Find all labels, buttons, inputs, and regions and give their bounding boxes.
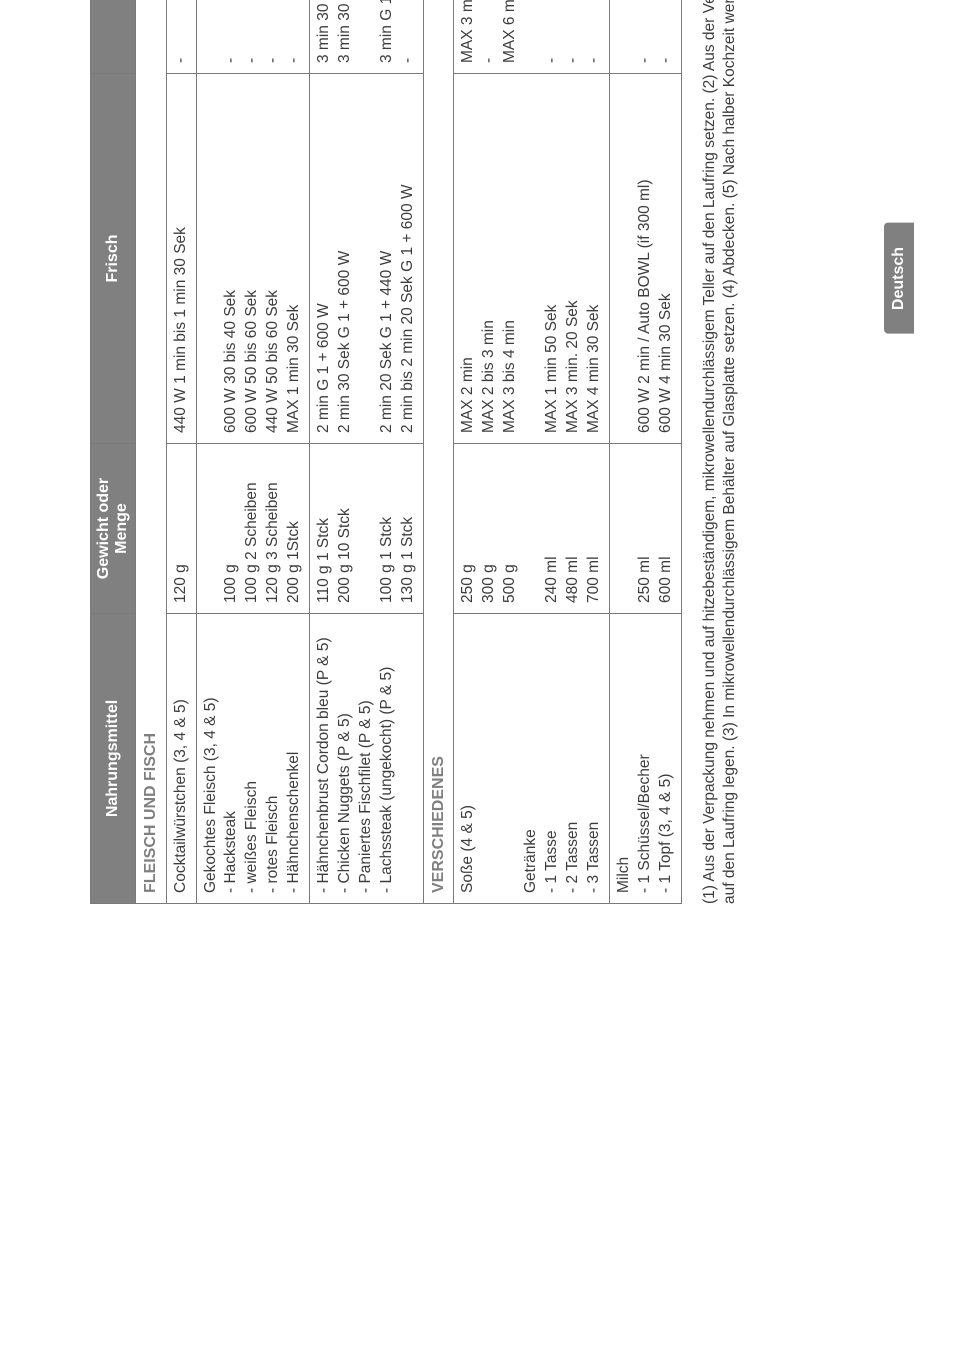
table-cell: MAX 3 min 30 Sek - MAX 6 min - - - <box>454 0 609 74</box>
col-food: Nahrungsmittel <box>91 614 136 904</box>
col-fresh: Frisch <box>91 74 136 444</box>
table-cell: 100 g 100 g 2 Scheiben 120 g 3 Scheiben … <box>196 444 310 614</box>
table-row: Milch - 1 Schüssel/Becher - 1 Topf (3, 4… <box>609 0 681 904</box>
table-cell: - Hähnchenbrust Cordon bleu (P & 5) - Ch… <box>310 614 424 904</box>
table-cell: Cocktailwürstchen (3, 4 & 5) <box>166 614 196 904</box>
table-cell: Milch - 1 Schüssel/Becher - 1 Topf (3, 4… <box>609 614 681 904</box>
table-cell: 250 g 300 g 500 g 240 ml 480 ml 700 ml <box>454 444 609 614</box>
col-weight: Gewicht oder Menge <box>91 444 136 614</box>
table-row: Gekochtes Fleisch (3, 4 & 5) - Hacksteak… <box>196 0 310 904</box>
table-cell: MAX 2 min MAX 2 bis 3 min MAX 3 bis 4 mi… <box>454 74 609 444</box>
table-cell: 250 ml 600 ml <box>609 444 681 614</box>
table-cell: - - - - <box>196 0 310 74</box>
table-cell: - <box>166 0 196 74</box>
table-cell: 440 W 1 min bis 1 min 30 Sek <box>166 74 196 444</box>
table-cell: 600 W 2 min / Auto BOWL (if 300 ml) 600 … <box>609 74 681 444</box>
table-cell: Gekochtes Fleisch (3, 4 & 5) - Hacksteak… <box>196 614 310 904</box>
table-cell: 120 g <box>166 444 196 614</box>
table-cell: 110 g 1 Stck 200 g 10 Stck 100 g 1 Stck … <box>310 444 424 614</box>
table-cell: 3 min 30 Sek G 1 + 600 W dann Ruhezeit 1… <box>310 0 424 74</box>
footnote: (1) Aus der Verpackung nehmen und auf hi… <box>700 0 742 904</box>
section-heading: FLEISCH UND FISCH <box>136 0 167 904</box>
warming-table: Nahrungsmittel Gewicht oder Menge Frisch… <box>90 0 682 904</box>
table-row: Cocktailwürstchen (3, 4 & 5)120 g440 W 1… <box>166 0 196 904</box>
table-row: Soße (4 & 5) Getränke - 1 Tasse - 2 Tass… <box>454 0 609 904</box>
table-row: - Hähnchenbrust Cordon bleu (P & 5) - Ch… <box>310 0 424 904</box>
table-cell: - - <box>609 0 681 74</box>
table-cell: Soße (4 & 5) Getränke - 1 Tasse - 2 Tass… <box>454 614 609 904</box>
table-cell: 2 min G 1 + 600 W 2 min 30 Sek G 1 + 600… <box>310 74 424 444</box>
table-cell: 600 W 30 bis 40 Sek 600 W 50 bis 60 Sek … <box>196 74 310 444</box>
language-tab: Deutsch <box>884 223 914 334</box>
section-heading: VERSCHIEDENES <box>423 0 454 904</box>
col-frozen: Tiefgefroren <box>91 0 136 74</box>
